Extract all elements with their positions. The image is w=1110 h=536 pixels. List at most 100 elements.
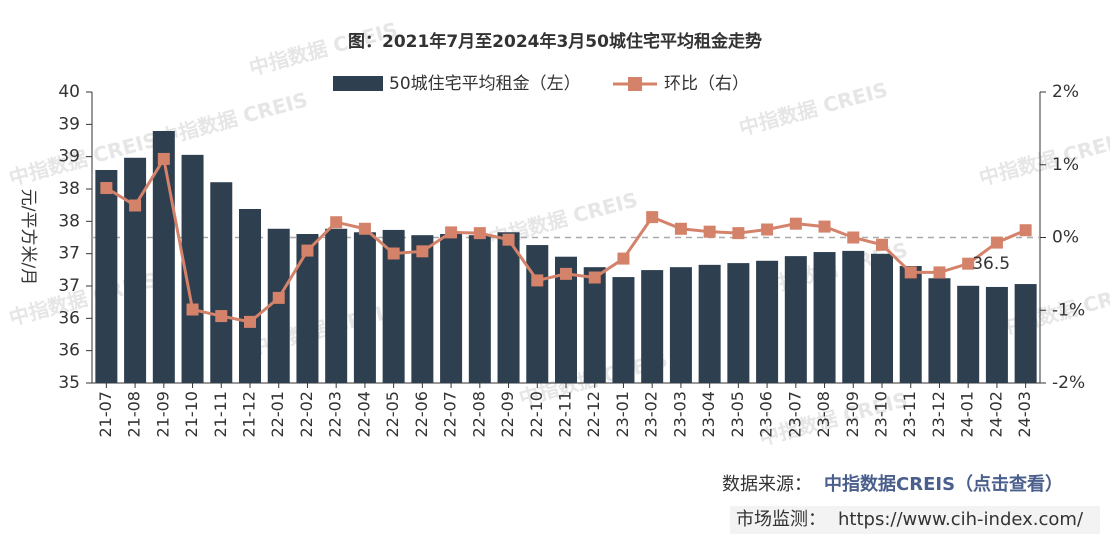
- marker: [876, 238, 888, 251]
- y2-tick-label: -1%: [1052, 300, 1085, 320]
- y-tick-label: 38: [58, 211, 80, 231]
- marker: [157, 152, 170, 165]
- x-tick-label: 23-06: [757, 391, 776, 438]
- x-tick-label: 24-02: [986, 391, 1005, 438]
- bar: [727, 263, 750, 383]
- y2-tick-label: 2%: [1052, 82, 1079, 102]
- marker: [703, 225, 716, 238]
- marker: [560, 267, 572, 280]
- marker: [646, 211, 659, 224]
- bar: [842, 250, 865, 383]
- marker: [1019, 224, 1032, 237]
- marker: [818, 220, 831, 233]
- bar: [267, 228, 290, 383]
- marker: [416, 245, 429, 258]
- bar: [957, 285, 980, 383]
- y-tick-label: 39: [58, 147, 80, 167]
- legend-swatch: [628, 77, 642, 91]
- x-tick-label: 21-12: [240, 391, 259, 438]
- x-tick-label: 23-02: [642, 391, 661, 438]
- y-tick-label: 35: [58, 373, 80, 393]
- x-tick-label: 22-01: [268, 391, 287, 438]
- x-tick-label: 23-01: [613, 391, 632, 438]
- x-tick-label: 22-02: [297, 391, 316, 438]
- x-tick-label: 23-04: [699, 391, 718, 438]
- marker: [990, 236, 1003, 249]
- marker: [732, 227, 745, 240]
- marker: [933, 266, 946, 279]
- marker: [129, 199, 142, 212]
- y-tick-label: 39: [58, 114, 80, 134]
- watermark: 中指数据 CREIS: [157, 87, 311, 150]
- x-tick-label: 22-04: [354, 391, 373, 438]
- marker: [330, 216, 343, 229]
- bar: [813, 252, 836, 383]
- bar: [95, 169, 118, 383]
- x-tick-label: 22-05: [383, 391, 402, 438]
- marker: [387, 247, 400, 260]
- bar: [353, 232, 376, 383]
- x-tick-label: 22-06: [412, 391, 431, 438]
- x-tick-label: 22-03: [326, 391, 345, 438]
- x-tick-label: 22-11: [556, 391, 575, 438]
- marker: [358, 222, 371, 235]
- bar: [239, 208, 261, 383]
- bar: [1014, 284, 1037, 383]
- x-tick-label: 21-09: [153, 391, 172, 438]
- marker: [789, 217, 802, 230]
- marker: [962, 257, 975, 270]
- y-axis-label: 元/平方米/月: [18, 189, 38, 285]
- x-tick-label: 22-10: [527, 391, 546, 438]
- source-link[interactable]: 中指数据CREIS（点击查看）: [824, 473, 1063, 495]
- monitor-label: 市场监测：: [736, 509, 826, 530]
- marker: [761, 223, 774, 236]
- bar: [468, 235, 491, 383]
- marker: [617, 252, 630, 265]
- bar: [985, 286, 1008, 383]
- bar: [382, 229, 405, 383]
- y-tick-label: 36: [58, 341, 80, 361]
- marker: [473, 227, 486, 240]
- x-tick-label: 23-09: [843, 391, 862, 438]
- x-tick-label: 22-07: [441, 391, 460, 438]
- marker: [904, 266, 917, 279]
- marker: [272, 291, 285, 304]
- bar: [871, 253, 893, 383]
- marker: [847, 231, 860, 244]
- bar: [641, 270, 664, 383]
- marker: [215, 310, 228, 323]
- marker: [244, 315, 256, 328]
- x-tick-label: 23-05: [728, 391, 747, 438]
- bar: [181, 154, 204, 383]
- marker: [588, 271, 601, 284]
- marker: [674, 222, 687, 235]
- x-tick-label: 23-08: [814, 391, 833, 438]
- x-tick-label: 23-12: [929, 391, 948, 438]
- marker: [100, 182, 113, 195]
- watermark: 中指数据 CREIS: [737, 77, 891, 140]
- y2-tick-label: -2%: [1052, 373, 1085, 393]
- y-tick-label: 37: [58, 244, 80, 264]
- y2-tick-label: 0%: [1052, 228, 1079, 248]
- y2-tick-label: 1%: [1052, 155, 1079, 175]
- bar: [210, 182, 233, 383]
- x-tick-label: 23-11: [900, 391, 919, 438]
- x-tick-label: 24-01: [958, 391, 977, 438]
- x-tick-label: 21-10: [182, 391, 201, 438]
- source-label: 数据来源：: [722, 474, 812, 495]
- bar: [583, 267, 606, 383]
- bar: [440, 234, 463, 383]
- bar: [928, 278, 951, 383]
- x-tick-label: 22-09: [498, 391, 517, 438]
- legend-label: 环比（右）: [664, 74, 749, 94]
- y-tick-label: 36: [58, 308, 80, 328]
- marker: [301, 244, 314, 257]
- bar: [411, 235, 434, 383]
- bar: [124, 157, 147, 383]
- x-tick-label: 23-07: [785, 391, 804, 438]
- x-tick-label: 22-12: [584, 391, 603, 438]
- bar: [526, 245, 549, 383]
- x-tick-label: 21-07: [96, 391, 115, 438]
- bar: [612, 277, 635, 383]
